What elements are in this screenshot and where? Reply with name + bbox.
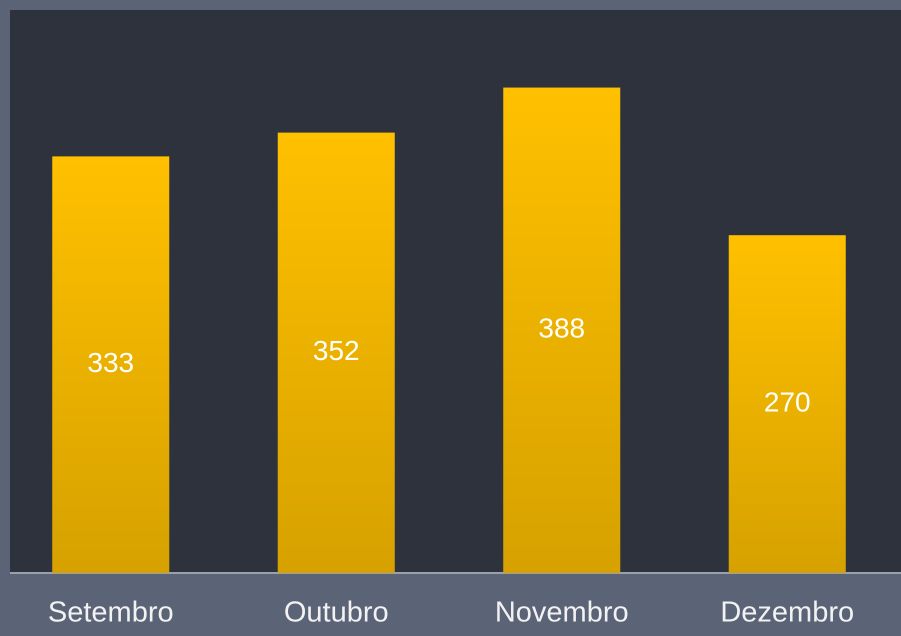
bar-shade: [277, 132, 395, 573]
bar-shade: [52, 156, 170, 573]
x-tick-label: Novembro: [495, 597, 629, 629]
data-label: 388: [538, 313, 585, 344]
x-tick-label: Outubro: [284, 597, 389, 629]
x-tick-label: Dezembro: [720, 597, 854, 629]
data-label: 270: [764, 386, 811, 417]
data-label: 333: [87, 347, 134, 378]
x-tick-label: Setembro: [48, 597, 174, 629]
data-label: 352: [313, 335, 360, 366]
bar-shade: [503, 87, 621, 574]
bar-shade: [728, 235, 846, 573]
